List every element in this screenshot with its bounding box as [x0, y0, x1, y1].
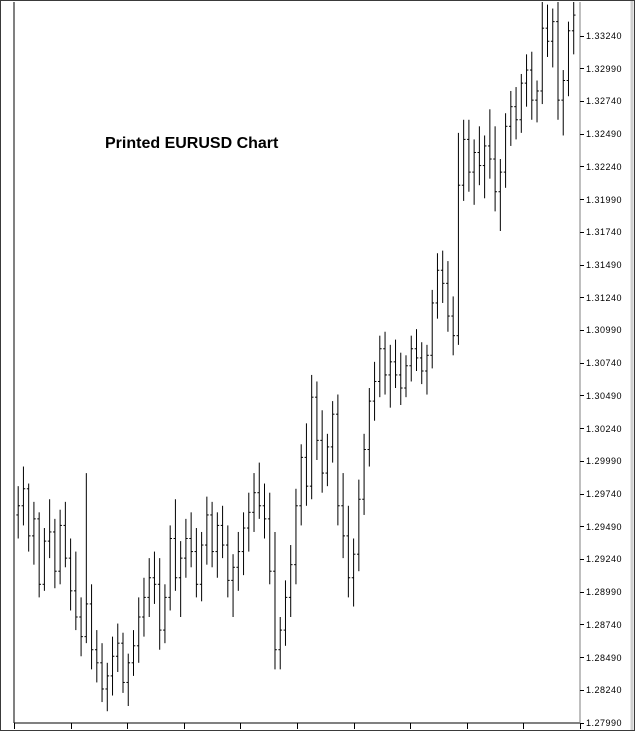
y-tick: 1.29490: [580, 522, 622, 532]
y-axis: 1.279901.282401.284901.287401.289901.292…: [580, 2, 630, 723]
y-tick: 1.28490: [580, 653, 622, 663]
y-tick-label: 1.28740: [584, 620, 622, 630]
y-tick: 1.28740: [580, 620, 622, 630]
y-tick-label: 1.29490: [584, 522, 622, 532]
y-tick: 1.31740: [580, 227, 622, 237]
x-axis-ticks: [14, 717, 580, 723]
y-tick-label: 1.29990: [584, 456, 622, 466]
y-tick: 1.31990: [580, 195, 622, 205]
y-tick: 1.29240: [580, 554, 622, 564]
y-tick-label: 1.31740: [584, 227, 622, 237]
y-tick-label: 1.30740: [584, 358, 622, 368]
y-tick: 1.33240: [580, 31, 622, 41]
y-tick: 1.32990: [580, 64, 622, 74]
chart-frame: 1.27990 1.28240 1.28490 1.28740 1.28990 1.292…: [0, 0, 635, 731]
y-tick-label: 1.32490: [584, 129, 622, 139]
ohlc-bars: [14, 2, 580, 723]
y-tick-label: 1.32740: [584, 96, 622, 106]
x-tick: [354, 723, 355, 729]
y-tick: 1.31490: [580, 260, 622, 270]
y-tick: 1.28240: [580, 685, 622, 695]
y-tick: 1.30240: [580, 424, 622, 434]
y-tick: 1.27990: [580, 718, 622, 728]
x-tick: [127, 723, 128, 729]
x-tick: [184, 723, 185, 729]
y-tick-label: 1.31490: [584, 260, 622, 270]
y-tick: 1.30740: [580, 358, 622, 368]
y-tick-label: 1.29240: [584, 554, 622, 564]
y-tick-label: 1.31990: [584, 195, 622, 205]
x-tick: [240, 723, 241, 729]
y-tick-label: 1.29740: [584, 489, 622, 499]
y-tick: 1.29990: [580, 456, 622, 466]
x-tick: [14, 723, 15, 729]
y-tick: 1.32490: [580, 129, 622, 139]
y-tick-label: 1.32240: [584, 162, 622, 172]
y-tick-label: 1.31240: [584, 293, 622, 303]
y-tick-label: 1.27990: [584, 718, 622, 728]
y-tick-label: 1.30240: [584, 424, 622, 434]
y-tick-label: 1.28490: [584, 653, 622, 663]
y-tick-label: 1.30490: [584, 391, 622, 401]
y-tick-label: 1.33240: [584, 31, 622, 41]
y-tick-label: 1.30990: [584, 325, 622, 335]
y-tick-label: 1.28990: [584, 587, 622, 597]
y-tick: 1.32740: [580, 96, 622, 106]
x-tick: [297, 723, 298, 729]
y-tick-label: 1.32990: [584, 64, 622, 74]
plot-area: [14, 2, 580, 723]
y-tick: 1.29740: [580, 489, 622, 499]
x-tick: [467, 723, 468, 729]
x-tick: [523, 723, 524, 729]
y-tick: 1.30990: [580, 325, 622, 335]
chart-title: Printed EURUSD Chart: [105, 135, 278, 153]
y-tick: 1.31240: [580, 293, 622, 303]
y-tick-label: 1.28240: [584, 685, 622, 695]
y-tick: 1.30490: [580, 391, 622, 401]
y-tick: 1.32240: [580, 162, 622, 172]
x-tick: [410, 723, 411, 729]
y-tick: 1.28990: [580, 587, 622, 597]
x-tick: [71, 723, 72, 729]
